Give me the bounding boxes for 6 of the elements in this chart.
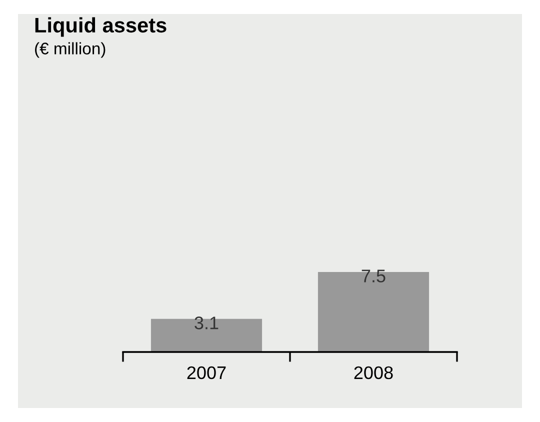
x-tick-label: 2007 [187,366,226,380]
data-label: 3.1 [194,316,218,330]
data-label: 7.5 [362,270,386,282]
x-tick-label: 2008 [354,366,393,380]
chart-title: Liquid assets [35,17,166,37]
chart-subtitle: (€ million) [35,42,106,58]
